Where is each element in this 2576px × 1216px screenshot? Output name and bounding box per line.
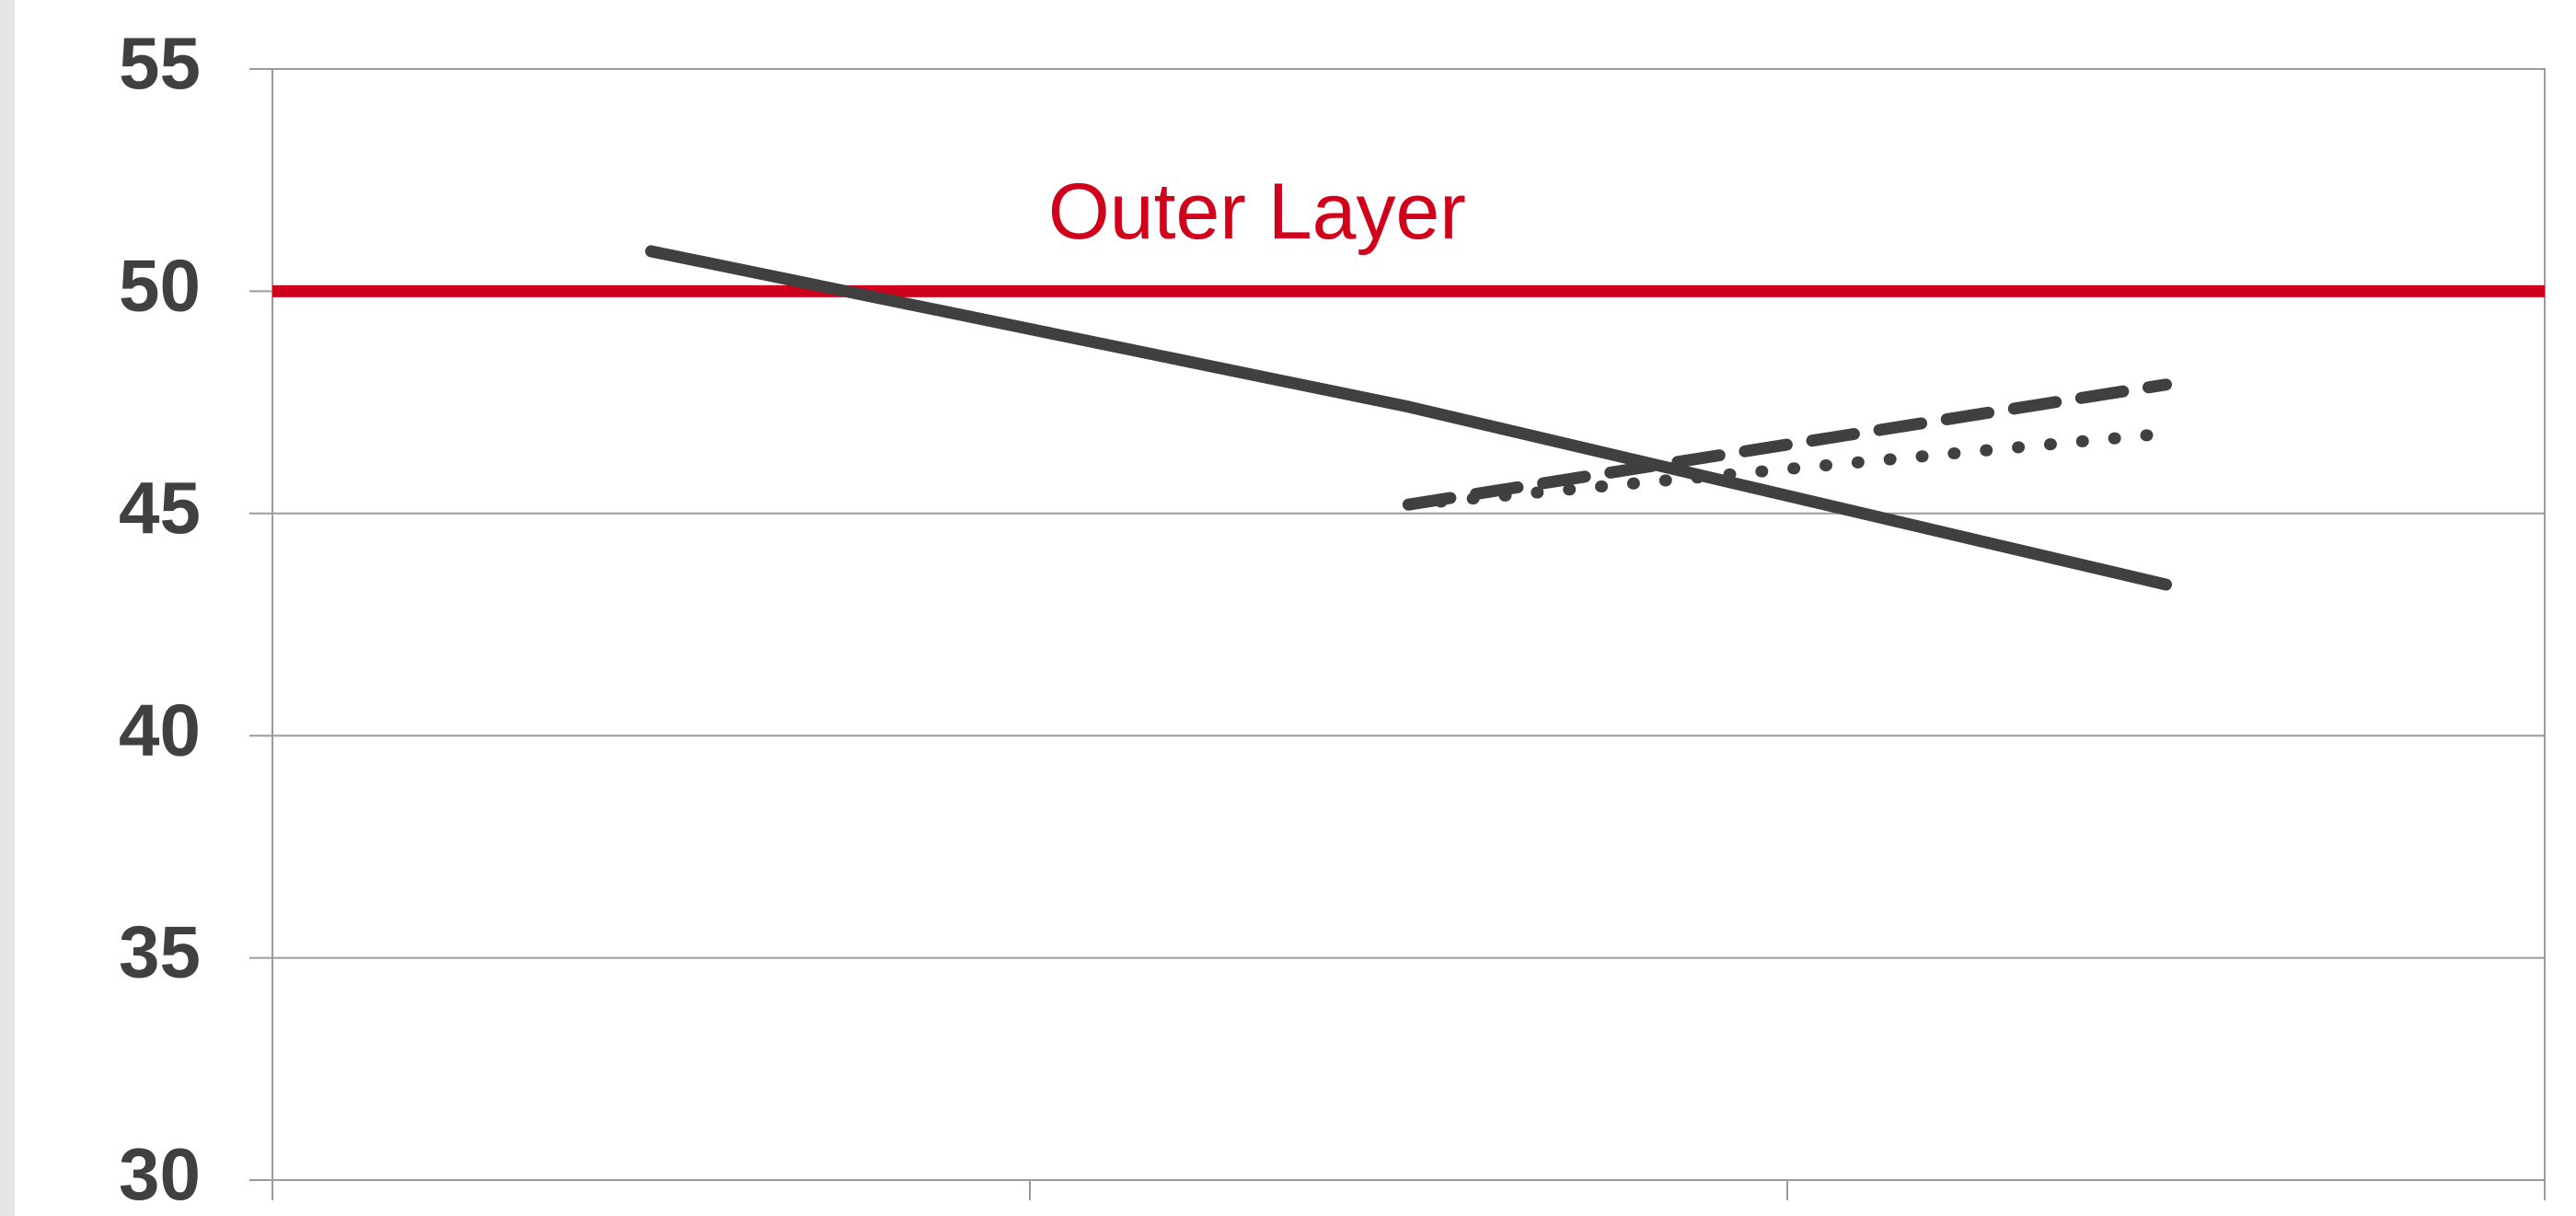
series-line xyxy=(1403,427,2172,511)
y-tick-label: 50 xyxy=(119,245,201,327)
y-tick-label: 45 xyxy=(119,467,201,549)
y-tick-label: 55 xyxy=(119,22,201,104)
series-line xyxy=(1403,378,2172,511)
reference-label: Outer Layer xyxy=(1048,168,1466,256)
left-edge xyxy=(0,0,15,1216)
series-line xyxy=(645,245,2172,591)
y-tick-label: 35 xyxy=(119,911,201,993)
y-tick-label: 30 xyxy=(119,1133,201,1215)
y-tick-label: 40 xyxy=(119,689,201,770)
